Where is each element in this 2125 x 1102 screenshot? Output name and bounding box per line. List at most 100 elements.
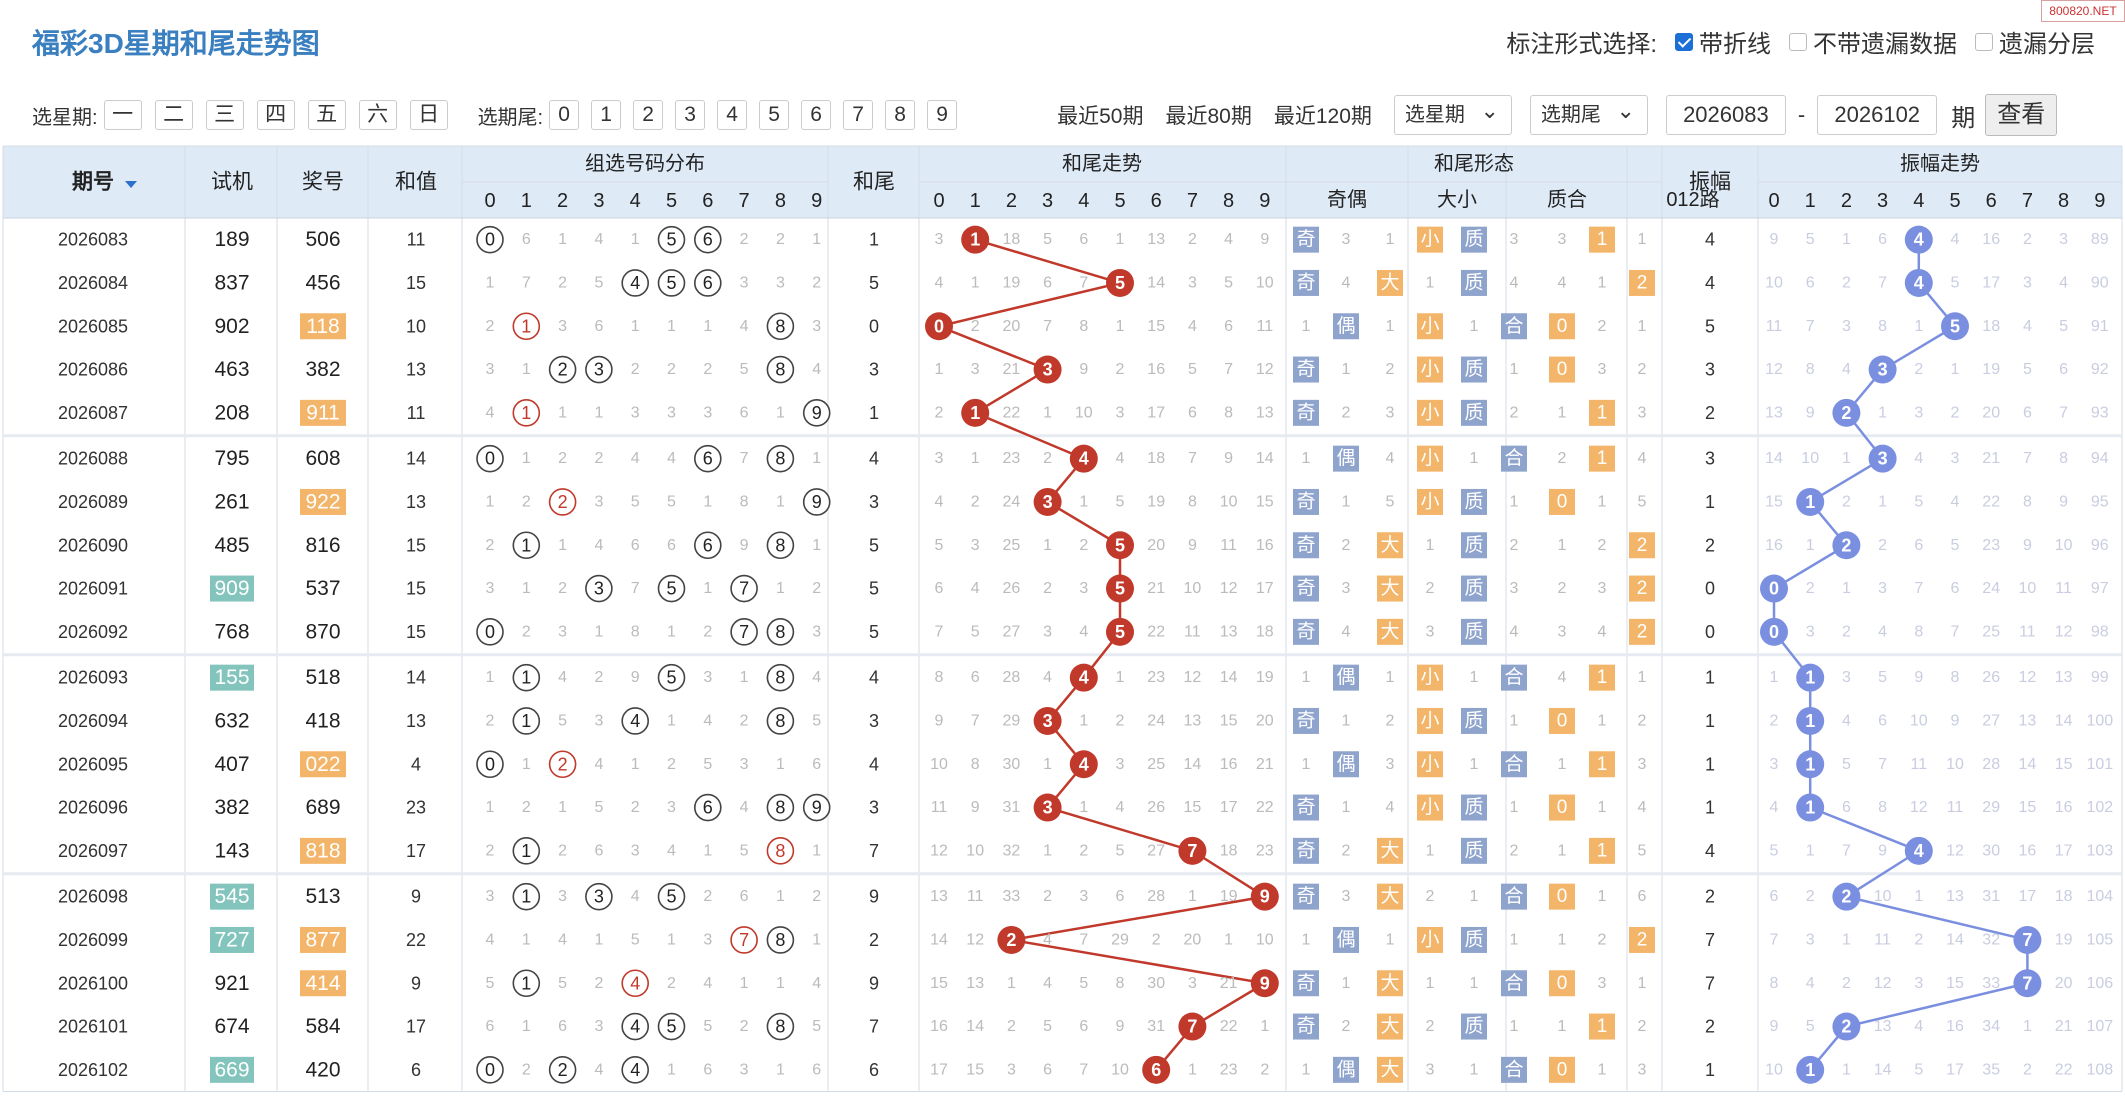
checkbox-icon[interactable] — [1975, 32, 1993, 51]
tail-omission: 10 — [966, 842, 984, 859]
prime-composite-omission: 4 — [1510, 274, 1519, 291]
tail-ball — [925, 312, 953, 341]
tail-button-4[interactable]: 4 — [717, 100, 748, 130]
amplitude-ball-number: 2 — [1841, 887, 1851, 907]
odd-even-tag — [1333, 751, 1359, 778]
amplitude-omission: 11 — [1910, 756, 1927, 773]
big-small-tag-text: 小 — [1420, 796, 1439, 818]
amplitude-omission: 8 — [1878, 318, 1887, 335]
range-link-80[interactable]: 最近80期 — [1165, 105, 1252, 128]
route-omission: 4 — [1598, 623, 1607, 640]
tail-omission: 4 — [1043, 975, 1052, 992]
tail-button-5[interactable]: 5 — [759, 100, 790, 130]
weekday-button-wed[interactable]: 三 — [205, 100, 244, 130]
route-omission: 3 — [1598, 975, 1607, 992]
group-ball-number: 8 — [775, 711, 785, 731]
tail-omission: 27 — [1147, 842, 1165, 859]
trend-digit-header: 7 — [1187, 190, 1198, 212]
amplitude-omission: 1 — [1878, 404, 1887, 421]
prize-cell: 818 — [305, 839, 340, 862]
route-tag — [1629, 575, 1655, 602]
amplitude-omission: 107 — [2086, 1018, 2113, 1035]
tail-button-1[interactable]: 1 — [591, 100, 622, 130]
trial-cell: 921 — [214, 972, 249, 995]
group-ball-number: 1 — [521, 316, 531, 336]
amplitude-omission: 2 — [1951, 404, 1960, 421]
weekday-button-tue[interactable]: 二 — [154, 100, 193, 130]
issue-cell: 2026091 — [58, 579, 128, 599]
amplitude-ball — [1868, 355, 1897, 384]
route-omission: 1 — [1558, 1018, 1567, 1035]
range-link-120[interactable]: 最近120期 — [1273, 105, 1372, 128]
group-ball-number: 1 — [521, 403, 531, 423]
amplitude-omission: 10 — [2019, 580, 2037, 597]
group-ball-number: 0 — [485, 622, 495, 642]
tail-button-7[interactable]: 7 — [843, 100, 874, 130]
route-omission: 6 — [1638, 888, 1647, 905]
odd-even-omission: 2 — [1342, 537, 1351, 554]
group-ball — [766, 793, 795, 822]
prime-composite-omission: 1 — [1510, 361, 1519, 378]
amplitude-omission: 5 — [1951, 537, 1960, 554]
option-omission-layer[interactable]: 遗漏分层 — [1975, 24, 2095, 59]
sort-down-icon[interactable] — [125, 181, 137, 188]
checkbox-checked-icon[interactable] — [1675, 32, 1693, 51]
amplitude-ball-number: 1 — [1805, 798, 1815, 818]
group-omission: 5 — [740, 842, 749, 859]
group-digit-header: 0 — [484, 190, 495, 212]
sum-cell: 10 — [406, 316, 426, 336]
prize-cell: 022 — [305, 753, 340, 776]
amp-digit-header: 7 — [2022, 190, 2033, 212]
odd-even-tag-text: 奇 — [1296, 972, 1315, 994]
amplitude-omission: 1 — [1842, 231, 1851, 248]
weekday-button-sat[interactable]: 六 — [358, 100, 397, 130]
range-link-50[interactable]: 最近50期 — [1057, 105, 1144, 128]
weekday-button-thu[interactable]: 四 — [256, 100, 295, 130]
amplitude-omission: 24 — [1982, 580, 2000, 597]
tail-button-3[interactable]: 3 — [675, 100, 706, 130]
prime-composite-omission: 4 — [1510, 623, 1519, 640]
tail-omission: 2 — [1079, 842, 1088, 859]
group-omission: 9 — [631, 669, 640, 686]
issue-to-input[interactable]: 2026102 — [1817, 95, 1938, 135]
group-ball-number: 8 — [775, 535, 785, 555]
query-button[interactable]: 查看 — [1985, 94, 2058, 136]
amplitude-omission: 20 — [1982, 404, 2000, 421]
weekday-button-mon[interactable]: 一 — [103, 100, 142, 130]
tail-omission: 1 — [971, 450, 980, 467]
group-omission: 2 — [558, 842, 567, 859]
weekday-button-sun[interactable]: 日 — [409, 100, 448, 130]
tail-omission: 17 — [930, 1061, 948, 1078]
group-omission: 8 — [740, 493, 749, 510]
tail-omission: 10 — [1256, 274, 1274, 291]
option-with-line[interactable]: 带折线 — [1675, 24, 1771, 59]
prime-composite-tag — [1461, 269, 1487, 296]
amplitude-omission: 104 — [2086, 888, 2113, 905]
tail-omission: 2 — [935, 404, 944, 421]
issue-from-input[interactable]: 2026083 — [1665, 95, 1786, 135]
option-no-omission[interactable]: 不带遗漏数据 — [1789, 24, 1957, 59]
tail-button-8[interactable]: 8 — [885, 100, 916, 130]
tail-button-9[interactable]: 9 — [927, 100, 958, 130]
checkbox-icon[interactable] — [1789, 32, 1807, 51]
route-omission: 1 — [1558, 931, 1567, 948]
amplitude-omission: 18 — [2055, 888, 2073, 905]
group-omission: 1 — [776, 1061, 785, 1078]
tail-select[interactable]: 选期尾 — [1529, 92, 1648, 135]
route-omission: 1 — [1558, 404, 1567, 421]
route-tag — [1549, 1056, 1575, 1083]
odd-even-omission: 1 — [1302, 931, 1311, 948]
weekday-select[interactable]: 选星期 — [1393, 92, 1512, 135]
sum-cell: 17 — [406, 841, 426, 861]
amplitude-ball — [1796, 487, 1825, 516]
route-tag — [1629, 618, 1655, 645]
trial-cell: 382 — [214, 796, 249, 819]
weekday-button-fri[interactable]: 五 — [307, 100, 346, 130]
tail-button-2[interactable]: 2 — [633, 100, 664, 130]
route-omission: 5 — [1638, 842, 1647, 859]
prize-cell: 414 — [305, 972, 340, 995]
tail-button-6[interactable]: 6 — [801, 100, 832, 130]
tail-button-0[interactable]: 0 — [549, 100, 580, 130]
amplitude-omission: 5 — [1806, 231, 1815, 248]
sum-cell: 9 — [411, 887, 421, 907]
